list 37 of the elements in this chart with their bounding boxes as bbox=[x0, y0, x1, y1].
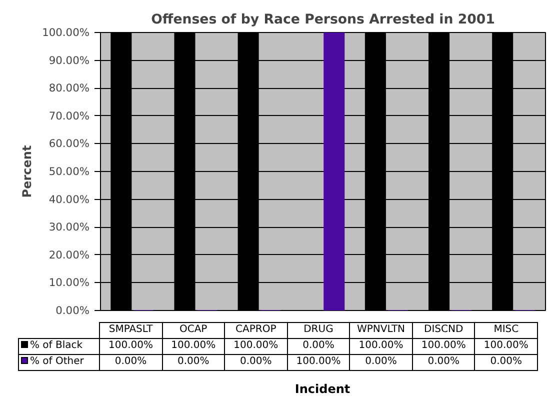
y-tick-label: 10.00% bbox=[48, 276, 90, 290]
data-label: 100.00% bbox=[287, 354, 350, 370]
data-label: 0.00% bbox=[162, 354, 225, 370]
x-tick-label: MISC bbox=[474, 322, 538, 338]
data-label: 0.00% bbox=[224, 354, 288, 370]
y-tick-label: 60.00% bbox=[48, 137, 90, 150]
y-tick-label: 30.00% bbox=[48, 220, 90, 234]
y-axis-title: Percent bbox=[20, 145, 34, 198]
chart-title: Offenses of by Race Persons Arrested in 2001 bbox=[151, 12, 495, 28]
data-label: 0.00% bbox=[412, 354, 475, 370]
x-tick-label: CAPROP bbox=[224, 322, 288, 338]
x-axis-title: Incident bbox=[294, 381, 352, 398]
data-label: 100.00% bbox=[474, 338, 538, 354]
data-label: 100.00% bbox=[100, 338, 162, 354]
data-label: 100.00% bbox=[412, 338, 475, 354]
x-tick-label: SMPASLT bbox=[100, 322, 162, 338]
x-tick-label: WPNVLTN bbox=[350, 322, 412, 338]
y-tick-label: 80.00% bbox=[48, 82, 90, 95]
data-label: 0.00% bbox=[287, 338, 350, 354]
legend-label: % of Other bbox=[18, 354, 100, 370]
y-tick-label: 40.00% bbox=[48, 192, 90, 206]
data-label: 0.00% bbox=[474, 354, 538, 370]
data-label: 100.00% bbox=[162, 338, 225, 354]
x-tick-label: DISCND bbox=[412, 322, 475, 338]
x-tick-label: OCAP bbox=[162, 322, 225, 338]
data-label: 0.00% bbox=[350, 354, 412, 370]
data-label: 100.00% bbox=[350, 338, 412, 354]
y-tick-label: 90.00% bbox=[48, 54, 90, 67]
x-tick-label: DRUG bbox=[287, 322, 350, 338]
y-tick-label: 70.00% bbox=[48, 109, 90, 122]
legend-label: % of Black bbox=[18, 338, 100, 354]
y-tick-label: 100.00% bbox=[42, 26, 90, 39]
y-tick-label: 50.00% bbox=[48, 165, 90, 178]
data-label: 100.00% bbox=[224, 338, 288, 354]
y-tick-label: 0.00% bbox=[56, 304, 90, 317]
y-tick-label: 20.00% bbox=[48, 248, 90, 262]
data-label: 0.00% bbox=[100, 354, 162, 370]
